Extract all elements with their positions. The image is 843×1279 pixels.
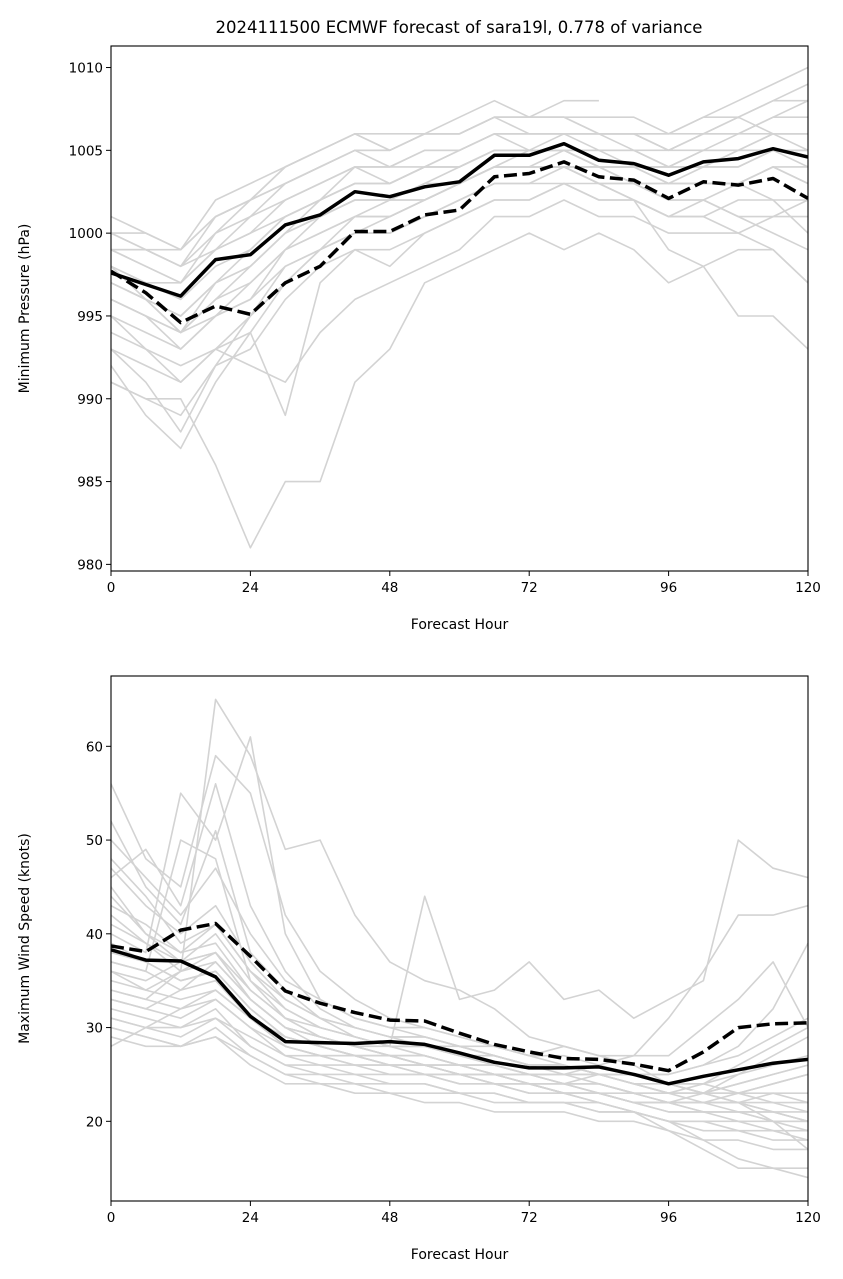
x-axis-label: Forecast Hour: [411, 1247, 509, 1263]
ensemble-member-line: [111, 133, 808, 268]
x-tick-label: 120: [795, 580, 821, 596]
axes-frame: [110, 675, 809, 1202]
x-tick-label: 48: [381, 1210, 398, 1226]
y-tick-label: 20: [86, 1114, 103, 1130]
ensemble-member-line: [111, 199, 808, 384]
wind-panel: 0 24 48 72 96 120 20 30 40 50 60 Forecast Hour Maxim…: [17, 675, 821, 1263]
x-tick-label: 0: [107, 1210, 116, 1226]
ensemble-member-line: [111, 942, 808, 1085]
ensemble-member-line: [111, 895, 808, 1094]
ensemble-member-line: [111, 923, 808, 1085]
ensemble-member-line: [111, 99, 808, 284]
y-tick-label: 985: [77, 475, 103, 491]
ensemble-member-line: [111, 182, 808, 433]
x-axis-label: Forecast Hour: [411, 617, 509, 633]
x-tick-label: 96: [660, 1210, 677, 1226]
ensemble-member-line: [111, 149, 808, 334]
axes-frame: [110, 45, 809, 572]
y-tick-label: 50: [86, 833, 103, 849]
x-tick-label: 24: [242, 580, 259, 596]
ensemble-member-line: [111, 839, 808, 1076]
ensemble-member-line: [111, 232, 808, 549]
y-tick-label: 980: [77, 557, 103, 573]
dashed-series-line: [111, 160, 808, 325]
solid-series-line: [111, 141, 808, 298]
ensemble-member-line: [111, 166, 808, 317]
ensemble-member-line: [111, 914, 808, 1094]
y-tick-label: 995: [77, 309, 103, 325]
y-tick-label: 990: [77, 392, 103, 408]
x-tick-label: 72: [521, 1210, 538, 1226]
ensemble-member-line: [111, 951, 808, 1169]
y-tick-label: 1010: [69, 61, 103, 77]
y-tick-label: 1000: [69, 226, 103, 242]
y-tick-label: 1005: [69, 143, 103, 159]
y-tick-label: 30: [86, 1021, 103, 1037]
x-tick-label: 24: [242, 1210, 259, 1226]
x-tick-label: 48: [381, 580, 398, 596]
y-tick-label: 40: [86, 927, 103, 943]
x-tick-label: 96: [660, 580, 677, 596]
ensemble-member-line: [111, 698, 808, 1123]
ensemble-member-line: [111, 116, 808, 251]
ensemble-member-line: [111, 182, 808, 417]
ensemble-member-line: [111, 886, 808, 1104]
ensemble-member-line: [111, 83, 808, 268]
x-tick-label: 0: [107, 580, 116, 596]
ensemble-member-line: [111, 1026, 808, 1141]
y-tick-label: 60: [86, 739, 103, 755]
y-axis-label: Maximum Wind Speed (knots): [17, 833, 33, 1044]
x-tick-label: 72: [521, 580, 538, 596]
ensemble-member-line: [111, 149, 808, 334]
ensemble-member-line: [111, 970, 808, 1104]
plot-area: [111, 66, 808, 549]
plot-area: [111, 698, 808, 1179]
pressure-panel: 0 24 48 72 96 120 980 985 990 995 1000 1005 1010 Fore…: [17, 45, 821, 633]
x-tick-label: 120: [795, 1210, 821, 1226]
ensemble-member-line: [111, 166, 808, 417]
chart-title: 2024111500 ECMWF forecast of sara19l, 0.…: [216, 18, 703, 37]
ensemble-member-line: [111, 1026, 808, 1151]
ensemble-member-line: [111, 166, 808, 450]
dashed-series-line: [111, 921, 808, 1073]
ensemble-member-line: [111, 858, 808, 1057]
ensemble-member-line: [111, 149, 808, 334]
y-axis-label: Minimum Pressure (hPa): [17, 224, 33, 394]
solid-series-line: [111, 948, 808, 1086]
